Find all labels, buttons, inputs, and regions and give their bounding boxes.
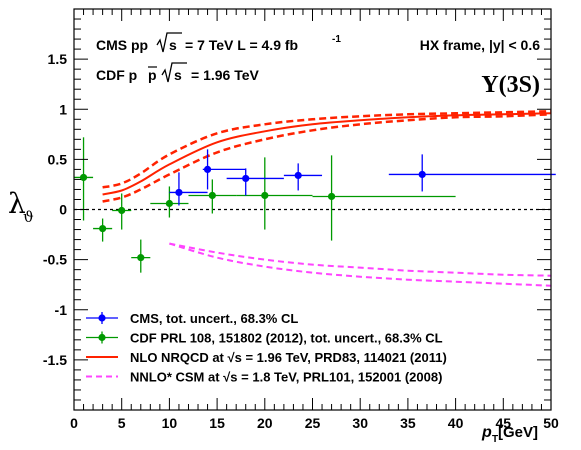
tick-labels: 0 5 10 15 20 25 30 35 40 45 50 -1.5 -1 -0.5 0 0.5 1 1.5 [43, 51, 559, 431]
cms-data-point [418, 170, 426, 179]
csm-upper-curve [169, 242, 552, 277]
legend-entry-label: CMS, tot. uncert., 68.3% CL [130, 311, 298, 326]
y-tick-label: 1.5 [48, 51, 68, 67]
data-points [74, 137, 556, 273]
cdf-label: CDF p [96, 67, 137, 83]
y-tick-label: -1 [55, 302, 68, 318]
x-tick-label: 45 [496, 415, 512, 431]
cdf-data-point [261, 191, 269, 200]
cdf-data-point [327, 192, 336, 201]
legend-marker-point [98, 314, 106, 322]
cms-data-point [203, 165, 212, 173]
cms-data-point [175, 188, 183, 197]
cdf-energy-label: = 1.96 TeV [191, 67, 260, 83]
legend: CMS, tot. uncert., 68.3% CL CDF PRL 108, … [86, 311, 447, 385]
x-tick-label: 30 [352, 415, 368, 431]
y-tick-label: -0.5 [43, 252, 67, 268]
cdf-data-point [165, 199, 173, 208]
x-tick-label: 10 [162, 415, 178, 431]
x-tick-label: 50 [543, 415, 559, 431]
legend-entry-label: NNLO* CSM at √s = 1.8 TeV, PRL101, 15200… [130, 370, 442, 385]
legend-marker-point [98, 333, 106, 342]
x-axis-title: p T [GeV] [481, 424, 538, 445]
x-tick-label: 0 [70, 415, 78, 431]
svg-text:s: s [174, 67, 182, 83]
state-label: Υ(3S) [481, 72, 540, 98]
cms-experiment-label: CMS pp [96, 37, 148, 53]
x-tick-label: 20 [257, 415, 273, 431]
cdf-data-point [118, 206, 126, 215]
x-axis-symbol: p [481, 424, 492, 441]
x-tick-label: 5 [118, 415, 126, 431]
x-tick-label: 40 [448, 415, 464, 431]
cdf-data-point [79, 173, 88, 182]
svg-text:s: s [169, 37, 177, 53]
theory-curves [102, 110, 552, 287]
cms-data-point [242, 174, 250, 183]
cdf-data-point [208, 191, 216, 200]
cms-experiment-text: CMS pp [96, 37, 148, 53]
csm-lower-curve [169, 242, 552, 287]
frame-label: HX frame, |y| < 0.6 [420, 37, 540, 53]
sqrt-s-symbol-cms: s [156, 32, 182, 53]
x-tick-label: 15 [209, 415, 225, 431]
cdf-pbar: p [148, 67, 157, 83]
sqrt-s-symbol-cdf: s [161, 62, 187, 83]
x-axis-unit: [GeV] [498, 424, 538, 441]
nrqcd-central-curve [102, 112, 552, 196]
legend-entry-label: NLO NRQCD at √s = 1.96 TeV, PRD83, 11402… [130, 350, 447, 365]
y-tick-label: 0.5 [48, 151, 68, 167]
nrqcd-lower-band [102, 113, 552, 203]
legend-entry-label: CDF PRL 108, 151802 (2012), tot. uncert.… [130, 331, 443, 346]
y-axis-symbol: λ [8, 187, 26, 220]
cms-data-point [294, 171, 302, 180]
nrqcd-upper-band [102, 110, 552, 189]
x-axis-subscript: T [492, 434, 498, 445]
cms-energy-label: = 7 TeV L = 4.9 fb [185, 37, 298, 53]
lumi-exponent: -1 [332, 34, 341, 45]
axis-ticks [73, 9, 552, 410]
y-axis-title: λ ϑ [8, 187, 34, 226]
cdf-data-point [99, 224, 107, 233]
x-tick-label: 35 [400, 415, 416, 431]
y-tick-label: 0 [59, 202, 67, 218]
y-tick-label: -1.5 [43, 352, 67, 368]
cdf-data-point [137, 254, 145, 262]
y-tick-label: 1 [59, 101, 67, 117]
annotation-block: CMS pp s = 7 TeV L = 4.9 fb -1 CDF p p s… [96, 32, 540, 98]
x-tick-label: 25 [305, 415, 321, 431]
y-axis-subscript: ϑ [23, 208, 34, 226]
